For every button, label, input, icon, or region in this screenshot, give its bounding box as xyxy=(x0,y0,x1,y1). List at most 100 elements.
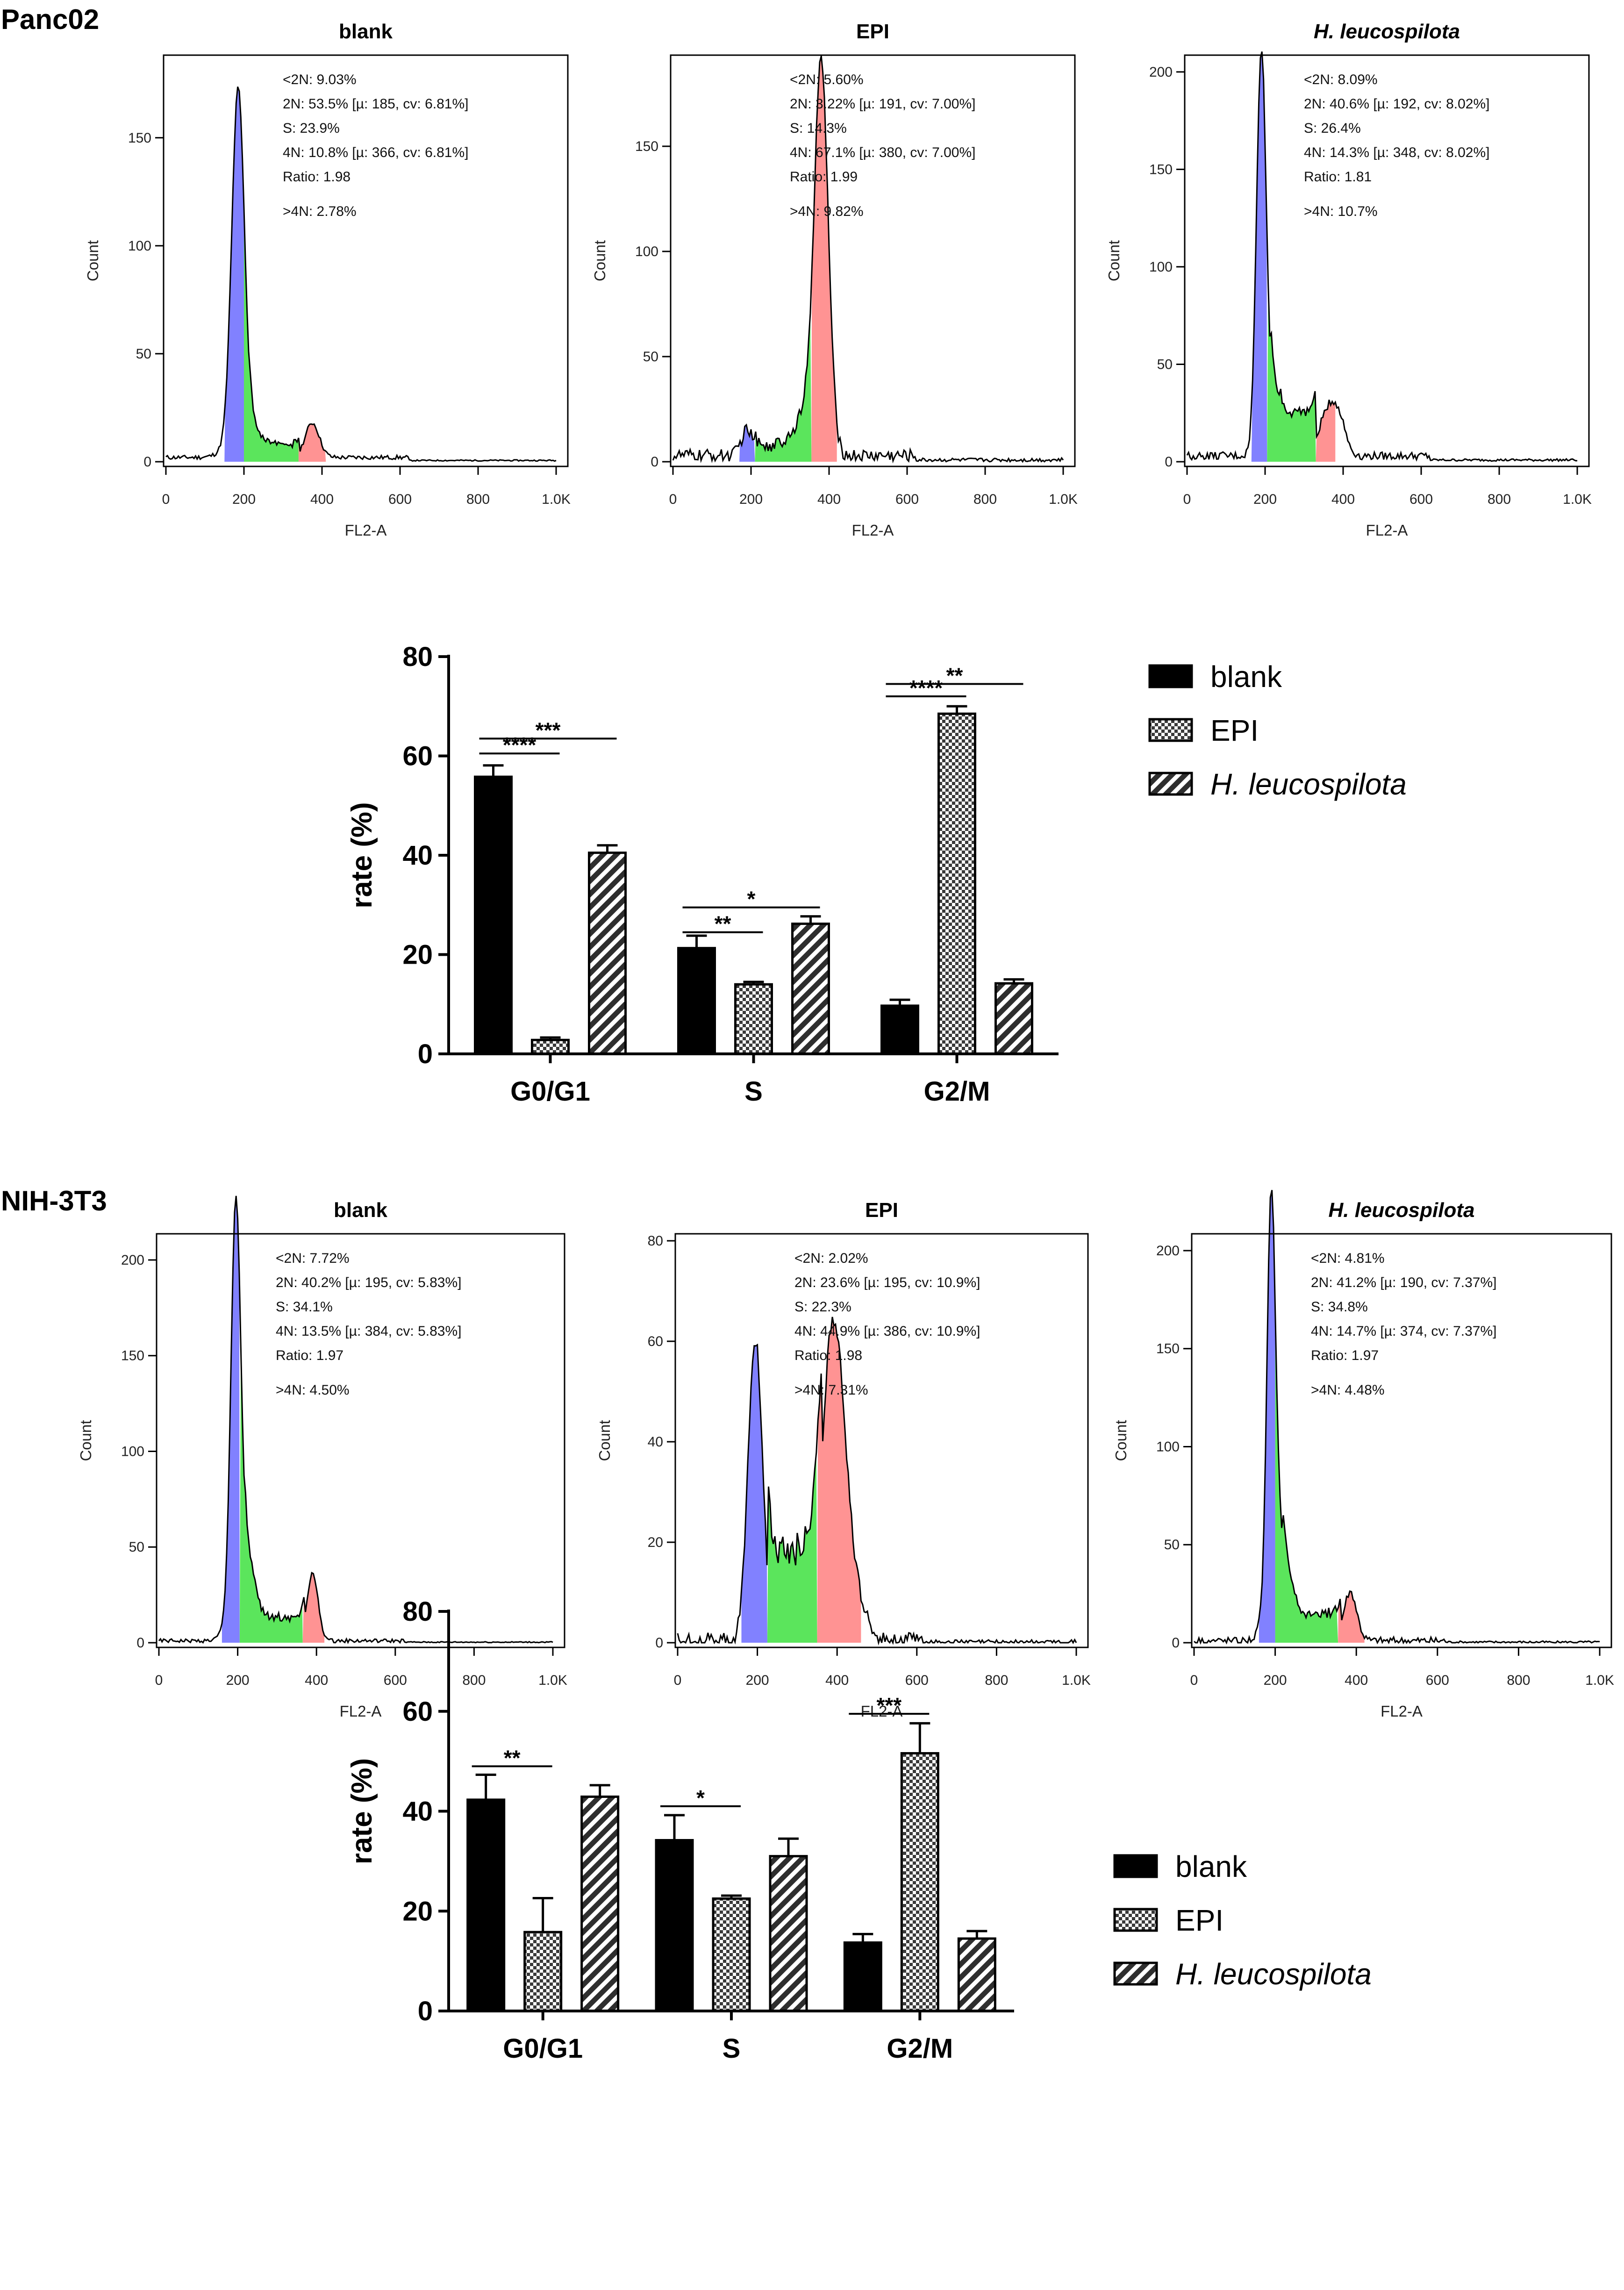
y-tick-label: 20 xyxy=(402,1896,433,1926)
g2-peak-region xyxy=(817,1317,861,1643)
y-tick-label: 0 xyxy=(655,1635,663,1651)
x-tick-label: 400 xyxy=(1331,492,1355,507)
x-tick-label: 600 xyxy=(1409,492,1433,507)
stats-line: 2N: 41.2% [µ: 190, cv: 7.37%] xyxy=(1311,1275,1497,1290)
x-tick-label: 200 xyxy=(746,1673,769,1688)
y-tick-label: 0 xyxy=(651,454,658,470)
x-tick-label: 1.0K xyxy=(1049,492,1078,507)
bar-h-leucospilota-s xyxy=(769,1855,808,2012)
g1-peak-region xyxy=(739,425,755,462)
x-tick-label: 200 xyxy=(1253,492,1277,507)
y-tick-label: 0 xyxy=(136,1635,144,1651)
x-tick-label: 600 xyxy=(895,492,919,507)
histogram-nih3t3-h-leucospilota: H. leucospilota 0 200 400 600 800 1.0K 0 50 100 15… xyxy=(1112,1190,1614,1720)
stats-line: 2N: 23.6% [µ: 195, cv: 10.9%] xyxy=(794,1275,980,1290)
y-tick-label: 80 xyxy=(402,1596,433,1627)
plot-frame xyxy=(163,54,569,467)
stats-line: 2N: 40.6% [µ: 192, cv: 8.02%] xyxy=(1304,96,1490,112)
g2-peak-region xyxy=(298,424,326,462)
x-tick-label: 1.0K xyxy=(538,1673,567,1688)
histogram-title: H. leucospilota xyxy=(1314,20,1460,43)
g1-peak-region xyxy=(1251,51,1267,462)
y-axis-label: Count xyxy=(77,1420,94,1461)
x-tick-label: 1.0K xyxy=(1062,1673,1091,1688)
y-tick-label: 50 xyxy=(1157,357,1173,372)
stats-line: S: 22.3% xyxy=(794,1299,851,1315)
x-tick-label: 200 xyxy=(226,1673,250,1688)
g1-peak-region xyxy=(224,86,244,462)
bar-epi-g2m xyxy=(937,712,976,1055)
y-tick-label: 0 xyxy=(143,454,151,470)
x-tick-label: 800 xyxy=(466,492,490,507)
significance-label: ** xyxy=(946,663,963,687)
legend-label: blank xyxy=(1175,1850,1247,1883)
histogram-panc02-epi: EPI 0 200 400 600 800 1.0K 0 50 100 150 FL2-A Count <… xyxy=(591,20,1078,539)
bar-blank-g0g1 xyxy=(466,1798,506,2012)
y-tick-label: 100 xyxy=(121,1444,144,1459)
s-phase-region xyxy=(767,1452,817,1643)
stats-line: S: 26.4% xyxy=(1304,121,1361,136)
histogram-nih3t3-blank: blank 0 200 400 600 800 1.0K 0 50 100 150 200 FL2-A C… xyxy=(77,1195,567,1720)
y-tick-label: 150 xyxy=(635,139,658,154)
bar-epi-s xyxy=(734,983,773,1055)
y-tick-label: 100 xyxy=(1149,259,1173,275)
y-tick-label: 60 xyxy=(648,1334,663,1349)
stats-line: 2N: 40.2% [µ: 195, cv: 5.83%] xyxy=(276,1275,462,1290)
y-axis-label: Count xyxy=(84,240,101,281)
panel-label-panc02: Panc02 xyxy=(1,4,99,35)
stats-line: >4N: 2.78% xyxy=(283,204,357,219)
y-tick-label: 80 xyxy=(402,642,433,672)
stats-line: Ratio: 1.98 xyxy=(283,169,351,185)
stats-line: 2N: 53.5% [µ: 185, cv: 6.81%] xyxy=(283,96,469,112)
category-label: S xyxy=(723,2033,741,2064)
stats-line: 4N: 13.5% [µ: 384, cv: 5.83%] xyxy=(276,1324,462,1339)
plot-frame xyxy=(1191,1233,1612,1648)
legend-label: EPI xyxy=(1210,714,1259,747)
y-tick-label: 0 xyxy=(418,1039,433,1069)
x-tick-label: 600 xyxy=(388,492,412,507)
y-tick-label: 60 xyxy=(402,1696,433,1727)
stats-line: 4N: 14.7% [µ: 374, cv: 7.37%] xyxy=(1311,1324,1497,1339)
y-tick-label: 0 xyxy=(1165,454,1173,470)
y-tick-label: 200 xyxy=(121,1252,144,1268)
x-tick-label: 400 xyxy=(1345,1673,1368,1688)
s-phase-region xyxy=(755,313,812,462)
x-tick-label: 800 xyxy=(1507,1673,1530,1688)
histogram-title: blank xyxy=(334,1199,387,1222)
y-axis-label: Count xyxy=(1112,1420,1130,1461)
y-tick-label: 150 xyxy=(1149,162,1173,177)
x-tick-label: 200 xyxy=(1264,1673,1287,1688)
x-axis-label: FL2-A xyxy=(1381,1703,1423,1720)
stats-line: 4N: 67.1% [µ: 380, cv: 7.00%] xyxy=(790,145,976,160)
y-tick-label: 200 xyxy=(1156,1243,1180,1259)
x-tick-label: 400 xyxy=(817,492,841,507)
y-tick-label: 50 xyxy=(129,1539,144,1555)
y-tick-label: 50 xyxy=(643,349,658,365)
x-axis-label: FL2-A xyxy=(861,1703,903,1720)
histogram-curve xyxy=(158,1195,553,1644)
s-phase-region xyxy=(239,1346,303,1643)
bar-epi-s xyxy=(712,1897,751,2012)
y-axis-label: Count xyxy=(596,1420,613,1461)
y-tick-label: 100 xyxy=(635,244,658,259)
y-axis-label: Count xyxy=(1105,240,1123,281)
plot-frame xyxy=(674,1233,1089,1648)
bar-blank-g0g1 xyxy=(474,775,513,1055)
histogram-title: EPI xyxy=(856,20,889,43)
stats-line: S: 14.3% xyxy=(790,121,847,136)
stats-line: <2N: 8.09% xyxy=(1304,72,1378,87)
y-tick-label: 60 xyxy=(402,741,433,772)
legend-label: H. leucospilota xyxy=(1175,1957,1372,1991)
g1-peak-region xyxy=(222,1195,240,1643)
significance-label: ** xyxy=(715,912,731,936)
stats-line: <2N: 7.72% xyxy=(276,1251,350,1266)
histogram-curve xyxy=(165,86,557,462)
stats-line: >4N: 4.50% xyxy=(276,1382,350,1398)
significance-label: * xyxy=(747,887,756,911)
histogram-curve xyxy=(677,1317,1077,1646)
bar-h-leucospilota-s xyxy=(791,923,830,1055)
significance-label: *** xyxy=(876,1693,901,1718)
plot-frame xyxy=(670,54,1076,467)
y-tick-label: 0 xyxy=(418,1996,433,2026)
